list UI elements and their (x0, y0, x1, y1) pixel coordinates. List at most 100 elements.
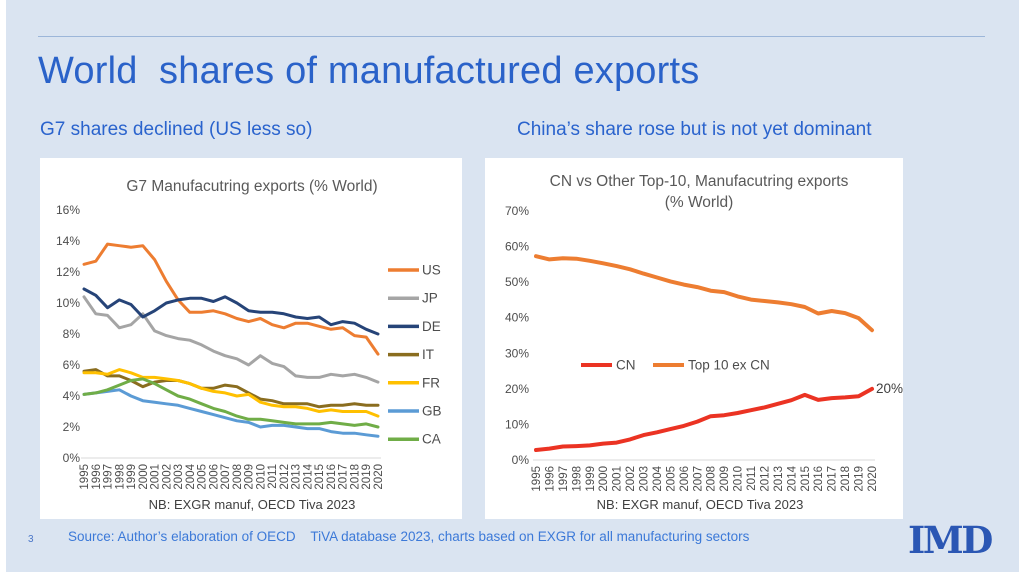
x-tick-label: 1997 (558, 466, 570, 492)
series-line-DE (82, 287, 380, 336)
y-tick-label: 2% (63, 420, 81, 434)
x-tick-label: 2016 (813, 466, 825, 492)
x-tick-label: 2004 (185, 463, 197, 489)
series-line-CA (82, 377, 380, 429)
x-tick-label: 2016 (326, 464, 338, 490)
x-tick-label: 1999 (126, 464, 138, 490)
chart-title-line2: (% World) (665, 194, 734, 211)
x-tick-label: 2010 (255, 464, 267, 490)
imd-logo: IMD (908, 518, 993, 562)
x-tick-label: 2018 (349, 464, 361, 490)
y-tick-label: 10% (505, 417, 529, 431)
x-tick-label: 2009 (719, 466, 731, 492)
x-tick-label: 2001 (612, 466, 624, 492)
legend-label-FR: FR (422, 375, 440, 390)
y-tick-label: 0% (512, 453, 530, 467)
x-tick-label: 2019 (361, 464, 373, 490)
x-tick-label: 2013 (773, 466, 785, 492)
legend-label-DE: DE (422, 319, 441, 334)
x-tick-label: 2011 (267, 464, 279, 489)
y-tick-label: 70% (505, 204, 529, 218)
y-tick-label: 50% (505, 275, 529, 289)
x-tick-label: 1997 (103, 464, 115, 490)
series-end-label: 20% (876, 381, 903, 396)
series-line-JP (82, 295, 380, 384)
series-line-FR (82, 368, 380, 418)
series-line-US (82, 242, 380, 356)
y-tick-label: 16% (56, 203, 80, 217)
x-tick-label: 2006 (679, 466, 691, 492)
x-tick-label: 2005 (665, 466, 677, 492)
legend-label-Top 10 ex CN: Top 10 ex CN (688, 358, 770, 373)
y-tick-label: 8% (63, 327, 81, 341)
chart-title: G7 Manufacutring exports (% World) (126, 178, 377, 195)
chart-panel-cn: 0% 10% 20% 30% 40% 50% 60% 70% 1995 1996 1997 1998 1… (485, 158, 903, 519)
x-tick-label: 2002 (625, 466, 637, 492)
subtitle-china: China’s share rose but is not yet domina… (517, 119, 872, 140)
x-tick-label: 2006 (208, 464, 220, 490)
series-line-CN (534, 386, 874, 452)
x-tick-label: 2011 (746, 466, 758, 491)
x-tick-label: 2020 (373, 464, 385, 490)
y-tick-label: 60% (505, 240, 529, 254)
x-tick-label: 2000 (598, 466, 610, 492)
x-tick-label: 2019 (854, 466, 866, 492)
page-number: 3 (28, 534, 34, 545)
legend-label-GB: GB (422, 404, 442, 419)
x-tick-label: 2004 (652, 465, 664, 491)
y-tick-label: 6% (63, 358, 81, 372)
x-tick-label: 2008 (706, 466, 718, 492)
subtitle-g7: G7 shares declined (US less so) (40, 119, 313, 140)
chart-svg-0: 0% 2% 4% 6% 8% 10% 12% 14% 16% 1995 1996 1997 1998 19… (56, 178, 442, 512)
x-tick-label: 2020 (867, 466, 879, 492)
x-tick-label: 2008 (232, 464, 244, 490)
x-tick-label: 2003 (173, 464, 185, 490)
legend-label-CN: CN (616, 358, 636, 373)
chart-panel-g7: 0% 2% 4% 6% 8% 10% 12% 14% 16% 1995 1996 1997 1998 19… (40, 158, 462, 519)
x-tick-label: 2003 (639, 466, 651, 492)
source-note: Source: Author’s elaboration of OECD TiV… (68, 529, 750, 544)
series-line-Top 10 ex CN (534, 254, 874, 333)
legend-label-JP: JP (422, 291, 438, 306)
chart-note: NB: EXGR manuf, OECD Tiva 2023 (149, 497, 356, 512)
x-tick-label: 1999 (585, 466, 597, 492)
x-tick-label: 2009 (244, 464, 256, 490)
x-tick-label: 2015 (800, 466, 812, 492)
x-tick-label: 2012 (279, 464, 291, 490)
x-tick-label: 1996 (544, 466, 556, 492)
x-tick-label: 2018 (840, 466, 852, 492)
legend-label-CA: CA (422, 432, 441, 447)
x-tick-label: 2014 (302, 463, 314, 489)
x-tick-label: 2005 (197, 464, 209, 490)
x-tick-label: 2013 (291, 464, 303, 490)
x-tick-label: 1995 (79, 464, 91, 490)
x-tick-label: 1998 (114, 464, 126, 490)
header-divider (38, 36, 985, 37)
x-tick-label: 2002 (161, 464, 173, 490)
x-tick-label: 2007 (220, 464, 232, 490)
x-tick-label: 2000 (138, 464, 150, 490)
x-tick-label: 2015 (314, 464, 326, 490)
x-tick-label: 2017 (338, 464, 350, 490)
y-tick-label: 14% (56, 234, 80, 248)
page-title: World shares of manufactured exports (38, 50, 700, 92)
x-tick-label: 1996 (91, 464, 103, 490)
legend-label-IT: IT (422, 347, 434, 362)
y-tick-label: 20% (505, 382, 529, 396)
y-tick-label: 40% (505, 311, 529, 325)
chart-svg-1: 0% 10% 20% 30% 40% 50% 60% 70% 1995 1996 1997 1998 1… (505, 173, 903, 512)
y-tick-label: 30% (505, 346, 529, 360)
series-line-GB (82, 388, 380, 438)
x-tick-label: 2007 (692, 466, 704, 492)
chart-title: CN vs Other Top-10, Manufacutring export… (550, 173, 849, 190)
x-tick-label: 1998 (571, 466, 583, 492)
x-tick-label: 2014 (786, 465, 798, 491)
y-tick-label: 10% (56, 296, 80, 310)
x-tick-label: 2001 (150, 464, 162, 490)
y-tick-label: 12% (56, 265, 80, 279)
x-tick-label: 2017 (827, 466, 839, 492)
x-tick-label: 2012 (759, 466, 771, 492)
x-tick-label: 1995 (531, 466, 543, 492)
legend-label-US: US (422, 263, 441, 278)
